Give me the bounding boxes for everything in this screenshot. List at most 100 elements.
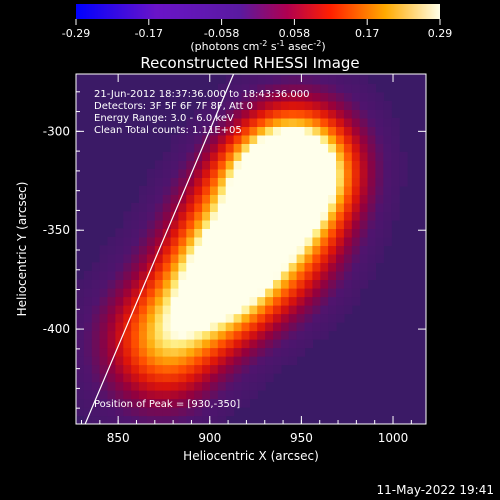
heatmap-cell (241, 313, 250, 323)
heatmap-cell (91, 262, 101, 272)
heatmap-cell (312, 177, 321, 187)
heatmap-cell (249, 373, 258, 383)
heatmap-cell (257, 313, 266, 323)
heatmap-cell (320, 228, 329, 238)
heatmap-cell (351, 100, 361, 110)
heatmap-cell (115, 245, 124, 255)
heatmap-cell (288, 219, 298, 229)
heatmap-cell (131, 228, 140, 238)
heatmap-cell (257, 228, 266, 238)
heatmap-cell (296, 74, 306, 76)
heatmap-cell (280, 305, 290, 315)
heatmap-cell (383, 100, 392, 110)
heatmap-cell (210, 211, 219, 221)
heatmap-cell (115, 322, 124, 332)
heatmap-cell (131, 322, 140, 332)
heatmap-cell (146, 373, 156, 383)
heatmap-cell (225, 253, 235, 263)
heatmap-cell (257, 168, 266, 178)
heatmap-cell (351, 194, 361, 204)
heatmap-cell (280, 288, 290, 298)
heatmap-cell (312, 253, 321, 263)
heatmap-cell (154, 185, 164, 195)
heatmap-cell (320, 245, 329, 255)
heatmap-cell (217, 83, 227, 93)
heatmap-cell (202, 390, 211, 400)
heatmap-cell (367, 83, 376, 93)
heatmap-cell (202, 262, 211, 272)
heatmap-cell (194, 381, 203, 391)
heatmap-cell (107, 279, 116, 289)
heatmap-cell (320, 117, 329, 127)
heatmap-cell (304, 194, 313, 204)
heatmap-cell (194, 126, 203, 136)
heatmap-cell (170, 398, 180, 408)
heatmap-cell (178, 373, 187, 383)
heatmap-cell (296, 270, 306, 280)
heatmap-cell (217, 134, 227, 144)
heatmap-cell (328, 117, 337, 127)
heatmap-cell (91, 305, 101, 315)
heatmap-cell (375, 134, 384, 144)
heatmap-cell (399, 151, 408, 161)
heatmap-cell (343, 228, 353, 238)
heatmap-cell (296, 177, 306, 187)
heatmap-cell (154, 270, 164, 280)
heatmap-cell (304, 228, 313, 238)
heatmap-cell (123, 415, 132, 424)
heatmap-cell (162, 347, 172, 357)
heatmap-cell (162, 228, 172, 238)
heatmap-cell (304, 160, 313, 170)
heatmap-cell (233, 211, 243, 221)
heatmap-cell (178, 202, 187, 212)
heatmap-cell (233, 390, 243, 400)
heatmap-cell (225, 83, 235, 93)
heatmap-cell (265, 313, 274, 323)
heatmap-cell (265, 211, 274, 221)
heatmap-cell (328, 228, 337, 238)
heatmap-cell (312, 109, 321, 119)
heatmap-cell (273, 228, 282, 238)
heatmap-cell (280, 356, 290, 366)
heatmap-cell (304, 168, 313, 178)
heatmap-cell (178, 322, 187, 332)
heatmap-cell (351, 117, 361, 127)
heatmap-cell (296, 83, 306, 93)
heatmap-cell (154, 262, 164, 272)
heatmap-cell (99, 288, 109, 298)
heatmap-cell (83, 270, 93, 280)
heatmap-cell (76, 322, 85, 332)
heatmap-cell (359, 92, 369, 102)
heatmap-cell (139, 356, 148, 366)
heatmap-cell (210, 245, 219, 255)
heatmap-cell (367, 100, 376, 110)
heatmap-cell (367, 109, 376, 119)
heatmap-cell (217, 92, 227, 102)
heatmap-cell (178, 126, 187, 136)
heatmap-cell (210, 134, 219, 144)
heatmap-cell (328, 100, 337, 110)
heatmap-cell (265, 143, 274, 153)
heatmap-cell (194, 407, 203, 417)
colorbar-tick-label: 0.17 (355, 27, 380, 40)
heatmap-cell (343, 151, 353, 161)
heatmap-cell (304, 202, 313, 212)
heatmap-cell (249, 296, 258, 306)
heatmap-cell (131, 270, 140, 280)
heatmap-cell (123, 381, 132, 391)
heatmap-cell (265, 202, 274, 212)
heatmap-cell (320, 160, 329, 170)
heatmap-cell (359, 236, 369, 246)
heatmap-cell (178, 296, 187, 306)
heatmap-cell (273, 117, 282, 127)
heatmap-cell (162, 168, 172, 178)
heatmap-cell (91, 339, 101, 349)
heatmap-cell (280, 194, 290, 204)
heatmap-cell (210, 313, 219, 323)
heatmap-cell (83, 415, 93, 424)
heatmap-cell (210, 253, 219, 263)
heatmap-cell (280, 262, 290, 272)
heatmap-cell (146, 202, 156, 212)
heatmap-cell (351, 126, 361, 136)
heatmap-cell (233, 92, 243, 102)
